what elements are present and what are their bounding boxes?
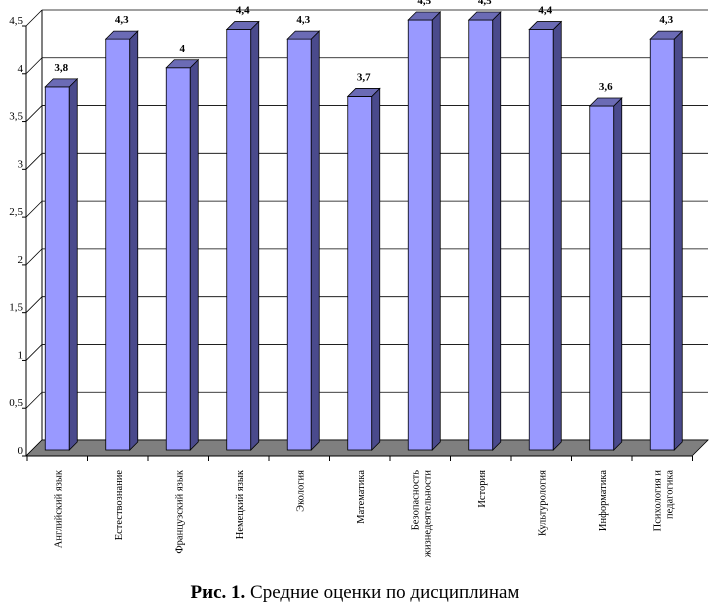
y-tick-label: 0,5 bbox=[9, 397, 23, 409]
bar bbox=[528, 29, 554, 451]
y-tick-label: 3,5 bbox=[9, 111, 23, 123]
data-label: 4,4 bbox=[236, 5, 250, 17]
y-tick-label: 2 bbox=[18, 254, 24, 266]
bar bbox=[286, 38, 312, 451]
bar bbox=[468, 19, 494, 451]
gridline-side bbox=[25, 344, 43, 361]
caption-prefix: Рис. 1. bbox=[190, 582, 246, 603]
y-tick-label: 3 bbox=[18, 158, 24, 170]
bar bbox=[165, 67, 191, 451]
gridline-side bbox=[25, 57, 43, 75]
bar bbox=[649, 38, 675, 451]
x-category-label: Французский язык bbox=[174, 469, 185, 553]
data-label: 3,6 bbox=[599, 81, 613, 93]
bar-top-face bbox=[225, 21, 260, 30]
bar bbox=[226, 29, 252, 451]
gridline-side bbox=[25, 391, 43, 409]
x-category-label: Немецкий язык bbox=[235, 469, 246, 539]
bar-top-face bbox=[44, 78, 79, 88]
y-tick-label: 2,5 bbox=[9, 206, 23, 218]
x-category-label: Естествознание bbox=[114, 470, 125, 541]
bar-side-face bbox=[552, 20, 562, 451]
data-label: 4,3 bbox=[659, 14, 673, 26]
y-tick-label: 1,5 bbox=[9, 302, 23, 314]
data-label: 4,3 bbox=[296, 14, 310, 26]
gridline-side bbox=[25, 200, 43, 218]
y-tick-label: 1 bbox=[18, 349, 24, 361]
x-category-label: Психология ипедагогика bbox=[652, 470, 675, 532]
bar bbox=[407, 19, 433, 451]
bar bbox=[347, 96, 373, 451]
data-label: 4,3 bbox=[115, 14, 129, 26]
y-tick-label: 4,5 bbox=[9, 15, 23, 27]
x-category-label: Английский язык bbox=[53, 469, 64, 548]
bar-side-face bbox=[129, 30, 139, 451]
gridline-side bbox=[25, 9, 43, 27]
bar-chart: 0 0,5 1 1,5 2 2,5 3 3,5 4 4,5 3,8 4,3 4 4,4 4,3 3,7 4,5 4… bbox=[9, 0, 709, 559]
bar-top-face bbox=[104, 30, 139, 40]
bar bbox=[44, 86, 70, 451]
bar-top-face bbox=[649, 30, 684, 40]
data-label: 4,4 bbox=[538, 5, 552, 17]
x-category-label: Безопасностьжизнедеятельности bbox=[410, 470, 433, 559]
x-category-label: Культурология bbox=[537, 470, 548, 536]
bar-side-face bbox=[68, 77, 78, 451]
x-category-label: Экология bbox=[295, 470, 306, 512]
data-label: 4 bbox=[180, 43, 186, 55]
x-category-label: История bbox=[477, 470, 488, 508]
bar-side-face bbox=[492, 11, 502, 451]
bar-top-face bbox=[588, 97, 623, 107]
bar-top-face bbox=[346, 88, 381, 97]
bar bbox=[105, 38, 131, 451]
y-tick-label: 4 bbox=[18, 63, 24, 75]
y-tick-label: 0 bbox=[18, 445, 24, 457]
bar-top-face bbox=[165, 59, 200, 69]
bar-side-face bbox=[673, 30, 683, 451]
x-category-label: Математика bbox=[356, 470, 367, 524]
bar-top-face bbox=[528, 21, 563, 30]
gridline-side bbox=[25, 296, 43, 313]
data-label: 4,5 bbox=[478, 0, 492, 7]
figure-caption: Рис. 1. Средние оценки по дисциплинам bbox=[0, 582, 710, 604]
bar-side-face bbox=[371, 87, 381, 451]
gridline-side bbox=[25, 105, 43, 122]
bar-side-face bbox=[189, 58, 199, 451]
bar-top-face bbox=[407, 11, 442, 21]
x-category-label: Информатика bbox=[598, 470, 609, 531]
bar-side-face bbox=[250, 20, 260, 451]
bar-top-face bbox=[286, 30, 321, 40]
gridline-side bbox=[25, 153, 43, 170]
data-label: 3,8 bbox=[54, 62, 68, 74]
bar-top-face bbox=[467, 11, 502, 21]
bar-side-face bbox=[310, 30, 320, 451]
bar-side-face bbox=[431, 11, 441, 451]
data-label: 3,7 bbox=[357, 71, 371, 83]
caption-text: Средние оценки по дисциплинам bbox=[245, 582, 520, 603]
bar-side-face bbox=[613, 97, 623, 451]
bar bbox=[589, 105, 615, 451]
gridline-side bbox=[25, 248, 43, 266]
data-label: 4,5 bbox=[417, 0, 431, 7]
